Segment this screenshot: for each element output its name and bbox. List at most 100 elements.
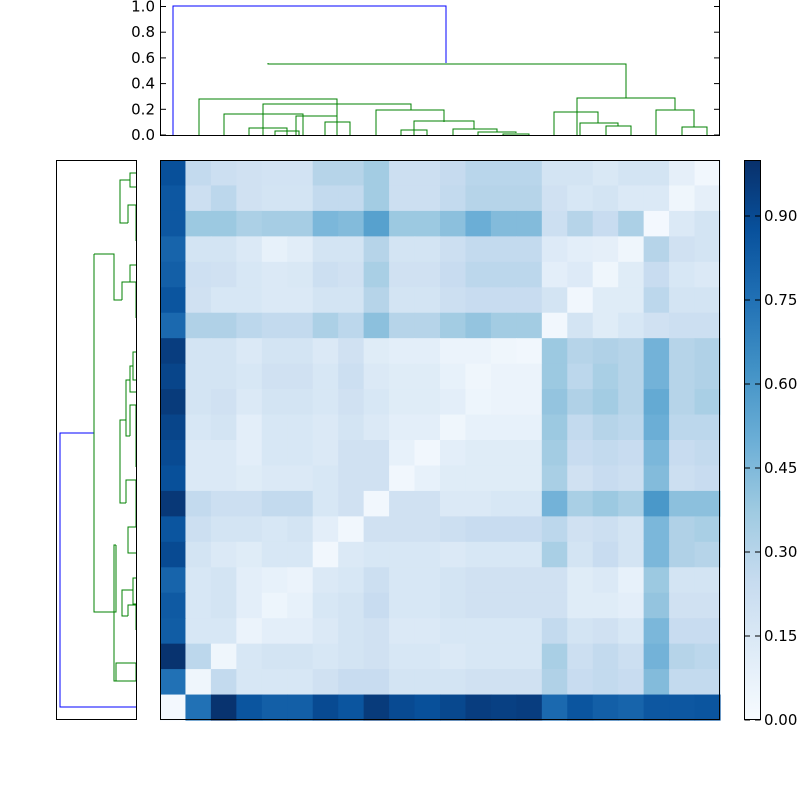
left-dendrogram-link: [125, 379, 130, 437]
heatmap-cell: [261, 287, 288, 314]
heatmap-cell: [287, 567, 314, 594]
heatmap-cell: [516, 643, 543, 670]
top-dendrogram-y-axis: 0.0 0.2 0.4 0.6 0.8 1.0: [131, 0, 720, 144]
heatmap-cell: [160, 643, 187, 670]
heatmap-cell: [210, 261, 237, 288]
heatmap-cell: [338, 389, 365, 416]
heatmap-cell: [185, 490, 212, 517]
heatmap-cell: [261, 567, 288, 594]
top-dendrogram-link: [576, 97, 676, 135]
heatmap-cell: [210, 338, 237, 365]
heatmap-cell: [414, 541, 441, 568]
heatmap-cell: [185, 414, 212, 441]
heatmap-cell: [363, 363, 390, 390]
top-dendrogram-link: [553, 111, 599, 135]
heatmap-cell: [414, 287, 441, 314]
heatmap-cell: [465, 414, 492, 441]
heatmap-cell: [363, 261, 390, 288]
heatmap-cell: [338, 567, 365, 594]
top-dendrogram-link: [172, 5, 447, 135]
heatmap-cell: [261, 618, 288, 645]
heatmap-cell: [389, 490, 416, 517]
heatmap-cell: [567, 287, 594, 314]
heatmap-cell: [414, 440, 441, 467]
heatmap-cell: [465, 490, 492, 517]
heatmap-cell: [592, 567, 619, 594]
heatmap-cell: [338, 618, 365, 645]
heatmap-cell: [312, 618, 339, 645]
heatmap-cell: [541, 414, 568, 441]
heatmap-cell: [389, 414, 416, 441]
heatmap-cell: [160, 287, 187, 314]
heatmap-cell: [236, 669, 263, 696]
heatmap-cell: [338, 338, 365, 365]
heatmap-cell: [440, 567, 467, 594]
heatmap-cell: [363, 236, 390, 263]
heatmap-cell: [363, 669, 390, 696]
heatmap-cell: [643, 669, 670, 696]
heatmap-cell: [516, 210, 543, 237]
heatmap-cell: [541, 261, 568, 288]
heatmap-cell: [210, 618, 237, 645]
heatmap-cell: [210, 287, 237, 314]
top-dendrogram-link: [295, 115, 338, 135]
heatmap-cell: [541, 643, 568, 670]
heatmap-cell: [567, 338, 594, 365]
left-dendrogram-link: [132, 351, 136, 381]
heatmap-cell: [567, 669, 594, 696]
heatmap-cell: [287, 287, 314, 314]
heatmap-cell: [440, 490, 467, 517]
heatmap-cell: [389, 363, 416, 390]
heatmap-cell: [363, 287, 390, 314]
heatmap-cell: [287, 261, 314, 288]
heatmap-cell: [440, 516, 467, 543]
heatmap-cell: [261, 694, 288, 721]
heatmap-cell: [541, 567, 568, 594]
heatmap-cell: [312, 592, 339, 619]
heatmap-cell: [541, 236, 568, 263]
heatmap-cell: [440, 185, 467, 212]
heatmap-cell: [618, 185, 645, 212]
heatmap-cell: [210, 440, 237, 467]
heatmap-cell: [236, 643, 263, 670]
heatmap-cell: [160, 160, 187, 187]
heatmap-cell: [414, 694, 441, 721]
heatmap-cell: [592, 490, 619, 517]
heatmap-cell: [185, 160, 212, 187]
heatmap-cell: [261, 261, 288, 288]
heatmap-cell: [210, 643, 237, 670]
heatmap-cell: [185, 516, 212, 543]
heatmap-cell: [440, 643, 467, 670]
heatmap-cell: [669, 287, 696, 314]
heatmap-cell: [414, 210, 441, 237]
left-dendrogram-link: [127, 604, 137, 630]
top-dendrogram-tick-label: 0.0: [131, 126, 155, 144]
left-dendrogram-link: [113, 544, 136, 682]
heatmap-cell: [592, 669, 619, 696]
heatmap-cell: [516, 592, 543, 619]
heatmap-cell: [210, 389, 237, 416]
heatmap-cell: [490, 592, 517, 619]
top-dendrogram-link: [655, 109, 695, 135]
heatmap-cell: [694, 236, 721, 263]
heatmap-cell: [440, 414, 467, 441]
heatmap-cell: [440, 287, 467, 314]
heatmap-cell: [287, 643, 314, 670]
heatmap-cell: [592, 185, 619, 212]
heatmap-cell: [414, 363, 441, 390]
heatmap-cell: [465, 185, 492, 212]
heatmap-cell: [363, 389, 390, 416]
heatmap-cell: [643, 440, 670, 467]
heatmap-cell: [389, 694, 416, 721]
heatmap-cell: [643, 261, 670, 288]
left-dendrogram-link: [115, 662, 137, 681]
heatmap-cell: [669, 261, 696, 288]
heatmap-cell: [389, 618, 416, 645]
heatmap-cell: [389, 185, 416, 212]
heatmap-cell: [669, 236, 696, 263]
top-dendrogram-links: [172, 5, 708, 135]
heatmap-cell: [541, 490, 568, 517]
heatmap-cell: [363, 618, 390, 645]
left-dendrogram-link: [94, 253, 122, 301]
heatmap-cell: [516, 669, 543, 696]
